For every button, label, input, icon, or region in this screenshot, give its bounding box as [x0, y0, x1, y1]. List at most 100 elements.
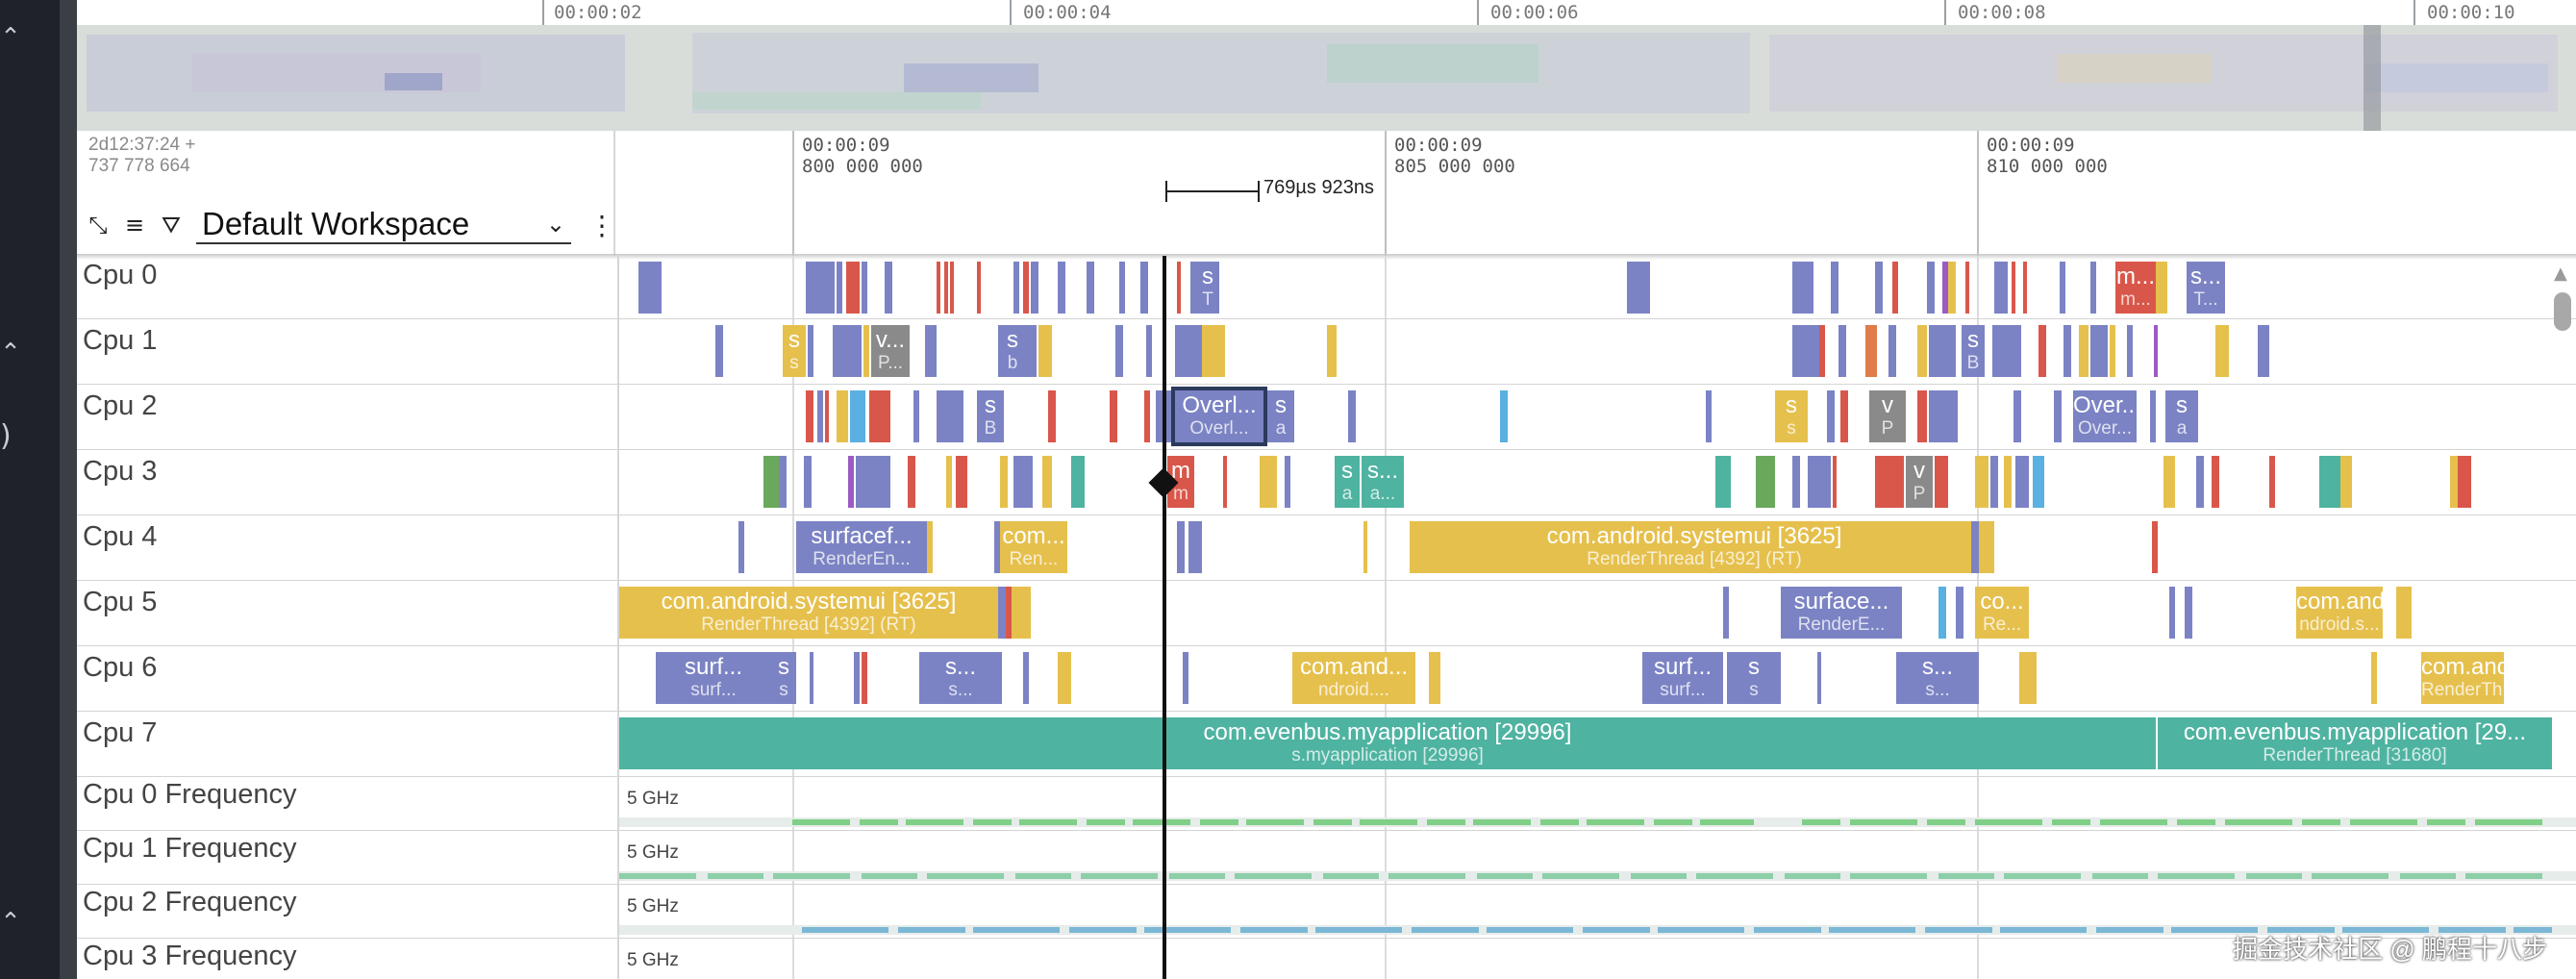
slice[interactable]: s... T... [2187, 262, 2225, 314]
slice[interactable] [2152, 521, 2158, 573]
slice[interactable] [1038, 325, 1052, 377]
slice[interactable] [2038, 325, 2046, 377]
scroll-thumb[interactable] [2554, 292, 2571, 331]
slice[interactable] [2212, 456, 2219, 508]
slice[interactable]: s... s... [919, 652, 1002, 704]
slice[interactable] [2012, 262, 2015, 314]
track-cpu-5[interactable]: Cpu 5 com.android.systemui [3625] RenderT… [77, 581, 2576, 646]
slice[interactable] [2458, 456, 2471, 508]
slice[interactable]: com.andr...RenderTh... [2421, 652, 2504, 704]
slice[interactable] [937, 390, 963, 442]
vertical-scrollbar[interactable] [2553, 256, 2574, 979]
selected-slice[interactable]: Overl... Overl... [1171, 387, 1267, 446]
track-cpu-3-frequency[interactable]: Cpu 3 Frequency 5 GHz [77, 939, 2576, 979]
slice[interactable] [806, 262, 835, 314]
track-body[interactable]: 5 GHz [617, 939, 2576, 979]
track-cpu-0-frequency[interactable]: Cpu 0 Frequency 5 GHz [77, 777, 2576, 831]
slice[interactable] [2054, 390, 2062, 442]
slice[interactable] [1935, 456, 1948, 508]
slice[interactable] [837, 390, 848, 442]
slice[interactable] [1792, 262, 1813, 314]
slice[interactable] [927, 521, 933, 573]
slice[interactable] [1058, 652, 1071, 704]
slice[interactable] [2215, 325, 2229, 377]
slice[interactable] [1833, 456, 1837, 508]
slice[interactable] [1994, 262, 2008, 314]
slice[interactable] [1042, 456, 1052, 508]
slice[interactable]: com... Ren... [1000, 521, 1067, 573]
slice[interactable] [810, 652, 813, 704]
track-body[interactable]: 5 GHz [617, 777, 2576, 830]
slice[interactable] [2185, 587, 2192, 639]
track-body[interactable]: com.android.systemui [3625] RenderThread … [617, 581, 2576, 645]
slice[interactable] [1183, 652, 1188, 704]
slice[interactable] [1146, 325, 1152, 377]
slice[interactable] [2169, 587, 2175, 639]
slice[interactable] [833, 325, 862, 377]
slice[interactable] [1917, 390, 1927, 442]
slice[interactable] [1058, 262, 1065, 314]
slice[interactable] [1990, 456, 1998, 508]
slice[interactable] [2127, 325, 2133, 377]
slice[interactable] [863, 325, 869, 377]
slice[interactable] [885, 262, 892, 314]
slice[interactable]: m... m... [2115, 262, 2156, 314]
slice[interactable] [846, 262, 860, 314]
track-body[interactable]: surfacef... RenderEn... com... Ren... com.… [617, 515, 2576, 580]
more-vert-icon[interactable]: ⋮ [588, 209, 615, 241]
collapse-chevron-icon[interactable]: ⌃ [0, 339, 21, 367]
slice[interactable] [1819, 325, 1825, 377]
slice[interactable] [1177, 262, 1181, 314]
slice[interactable] [1808, 456, 1831, 508]
slice[interactable] [1975, 456, 1988, 508]
slice[interactable] [1027, 325, 1037, 377]
slice[interactable] [2156, 262, 2167, 314]
slice[interactable] [804, 456, 812, 508]
slice[interactable] [1013, 456, 1033, 508]
slice[interactable] [2269, 456, 2275, 508]
slice[interactable] [1888, 325, 1896, 377]
slice[interactable] [1048, 390, 1056, 442]
timeline-ruler[interactable] [617, 131, 2576, 256]
track-cpu-1-frequency[interactable]: Cpu 1 Frequency 5 GHz [77, 831, 2576, 885]
slice[interactable] [1627, 262, 1650, 314]
slice[interactable] [2110, 325, 2115, 377]
slice[interactable] [808, 325, 813, 377]
slice[interactable] [956, 456, 967, 508]
slice[interactable] [2060, 262, 2065, 314]
slice[interactable] [946, 456, 952, 508]
filter-icon[interactable]: ⛛ [161, 212, 182, 238]
slice[interactable] [1875, 456, 1904, 508]
track-cpu-4[interactable]: Cpu 4 surfacef... RenderEn... com... Ren..… [77, 515, 2576, 581]
slice[interactable] [1175, 325, 1202, 377]
slice[interactable] [1792, 456, 1800, 508]
slice[interactable] [1840, 390, 1848, 442]
slice[interactable] [2196, 456, 2204, 508]
slice[interactable] [1956, 587, 1963, 639]
slice[interactable] [2063, 325, 2071, 377]
workspace-select[interactable]: Default Workspace ⌄ [196, 206, 571, 244]
slice[interactable] [2150, 390, 2156, 442]
slice[interactable] [1792, 325, 1819, 377]
slice[interactable] [1110, 390, 1117, 442]
slice[interactable] [998, 587, 1006, 639]
slice[interactable] [1144, 390, 1150, 442]
slice[interactable] [1429, 652, 1440, 704]
slice[interactable] [937, 262, 940, 314]
slice[interactable] [913, 390, 919, 442]
slice[interactable] [1838, 325, 1846, 377]
slice[interactable]: com.and... ndroid.... [1292, 652, 1415, 704]
overview-timeline[interactable] [77, 25, 2576, 131]
slice[interactable]: surf... surf... [1642, 652, 1723, 704]
